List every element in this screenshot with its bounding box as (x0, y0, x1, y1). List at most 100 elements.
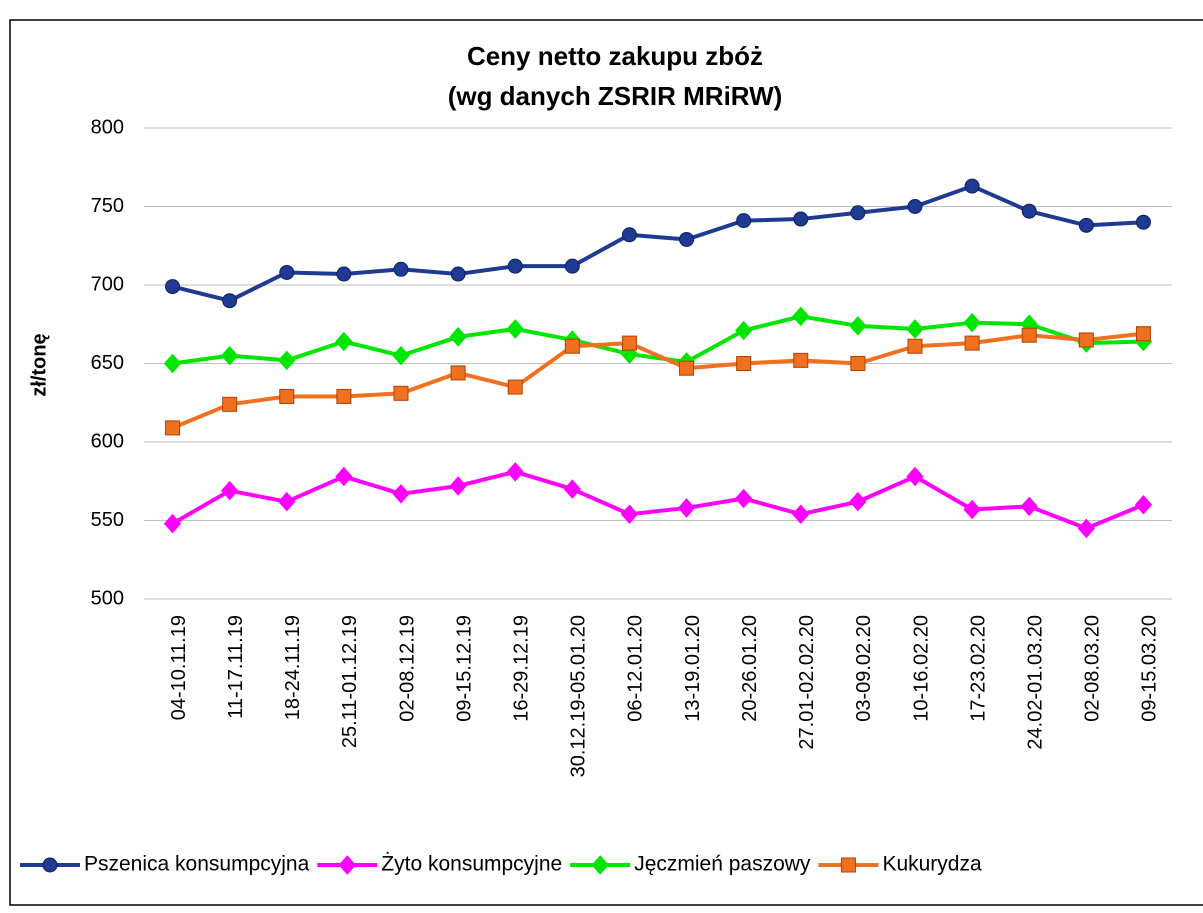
x-tick-label: 24.02-01.03.20 (1025, 615, 1047, 750)
x-tick-label: 09-15.03.20 (1139, 615, 1161, 722)
x-tick-label: 09-15.12.19 (453, 615, 475, 722)
y-tick-label: 550 (91, 509, 124, 531)
x-tick-label: 30.12.19-05.01.20 (568, 615, 590, 777)
data-point (163, 513, 182, 534)
y-tick-label: 500 (91, 587, 124, 609)
x-tick-label: 02-08.03.20 (1082, 615, 1104, 722)
legend-marker (42, 857, 58, 873)
x-tick-label: 02-08.12.19 (396, 615, 418, 722)
legend-label: Jęczmień paszowy (634, 853, 811, 876)
data-point (679, 360, 695, 376)
legend-label: Pszenica konsumpcyjna (84, 853, 310, 876)
data-point (793, 352, 809, 368)
data-point (906, 466, 924, 487)
data-point (1134, 495, 1153, 515)
data-point (506, 462, 524, 482)
y-tick-label: 750 (91, 195, 124, 217)
data-point (621, 335, 637, 351)
data-point (220, 345, 239, 366)
data-point (849, 491, 867, 512)
y-tick-label: 650 (91, 352, 124, 374)
data-point (1020, 496, 1038, 517)
data-point (449, 327, 467, 347)
x-tick-label: 03-09.02.20 (853, 615, 875, 722)
chart-border (9, 19, 1203, 906)
data-point (1021, 327, 1037, 343)
data-point (1021, 203, 1037, 219)
data-point (964, 335, 980, 351)
data-point (677, 498, 696, 518)
data-point (506, 319, 524, 339)
data-point (335, 331, 353, 352)
legend-marker (591, 855, 609, 875)
x-tick-label: 27.01-02.02.20 (796, 615, 818, 750)
series-line (171, 469, 1145, 531)
y-tick-label: 800 (91, 116, 124, 138)
data-point (222, 396, 238, 412)
data-point (793, 211, 809, 227)
chart-title: Ceny netto zakupu zbóż (467, 41, 763, 71)
data-point (792, 306, 810, 327)
data-point (906, 319, 924, 339)
data-point (792, 504, 810, 524)
data-point (1078, 332, 1094, 348)
data-point (963, 499, 981, 520)
data-point (564, 338, 580, 354)
data-point (734, 488, 753, 509)
y-tick-label: 600 (91, 430, 124, 452)
legend-label: Kukurydza (882, 853, 982, 876)
series-line (172, 184, 1144, 303)
data-point (679, 231, 695, 247)
y-tick-label: 700 (91, 273, 124, 295)
data-point (736, 356, 752, 371)
data-point (278, 350, 296, 371)
data-point (336, 266, 352, 282)
x-tick-label: 04-10.11.19 (168, 615, 190, 720)
data-point (222, 293, 238, 309)
data-point (564, 258, 580, 274)
data-point (907, 199, 923, 214)
x-tick-label: 10-16.02.20 (910, 615, 932, 722)
x-tick-label: 25.11-01.12.19 (339, 615, 361, 748)
chart-subtitle: (wg danych ZSRIR MRiRW) (448, 81, 783, 111)
data-point (449, 476, 467, 496)
x-tick-label: 18-24.11.19 (282, 615, 304, 720)
data-point (1078, 217, 1094, 233)
data-point (392, 484, 410, 504)
data-point (336, 388, 352, 404)
data-point (393, 261, 409, 277)
data-point (165, 279, 181, 295)
data-point (850, 205, 866, 221)
x-tick-label: 17-23.02.20 (967, 615, 989, 722)
data-point (507, 258, 523, 274)
series-line (171, 331, 1144, 430)
x-tick-label: 06-12.01.20 (625, 615, 647, 722)
data-point (563, 479, 582, 499)
x-tick-label: 20-26.01.20 (739, 615, 761, 722)
data-point (220, 480, 239, 501)
data-point (450, 266, 466, 282)
data-point (1135, 214, 1151, 230)
data-point (335, 466, 353, 487)
legend-marker (840, 857, 856, 873)
data-point (1077, 518, 1096, 539)
data-point (279, 264, 295, 280)
data-point (736, 213, 752, 229)
data-point (163, 353, 182, 374)
x-tick-label: 16-29.12.19 (511, 615, 533, 722)
series-line (172, 314, 1144, 366)
data-point (165, 420, 181, 436)
data-point (450, 365, 466, 381)
y-axis-label: zł/tonę (28, 333, 50, 396)
data-point (1135, 326, 1151, 342)
data-point (620, 504, 639, 524)
x-tick-label: 13-19.01.20 (682, 615, 704, 722)
data-point (849, 316, 867, 336)
data-point (393, 385, 409, 401)
data-point (964, 178, 980, 194)
x-tick-label: 11-17.11.19 (225, 615, 247, 719)
data-point (278, 491, 296, 512)
data-point (850, 356, 866, 371)
legend-marker (338, 855, 356, 875)
